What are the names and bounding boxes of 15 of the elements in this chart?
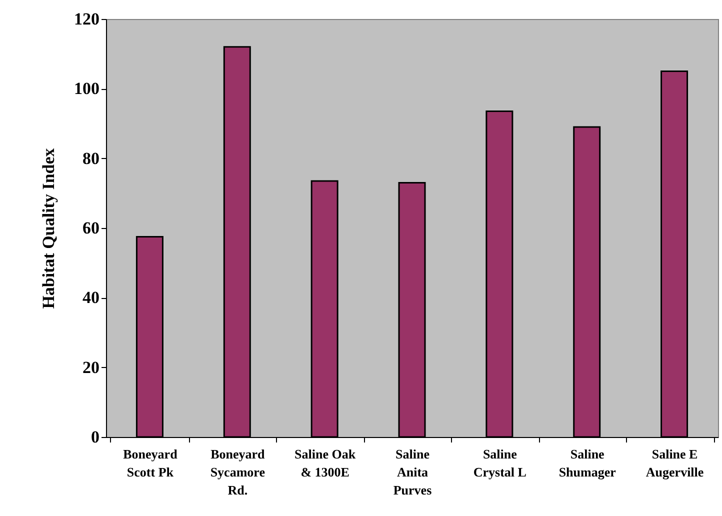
x-tick-label: Saline Crystal L [473,446,527,480]
y-tick-label: 100 [74,79,100,98]
y-tick-label: 40 [82,288,100,308]
y-axis-title: Habitat Quality Index [39,148,58,309]
y-tick-label: 60 [82,218,100,238]
x-tick-label: Saline E Augerville [646,446,704,480]
x-tick-label: Boneyard Scott Pk [123,446,178,480]
y-tick-label: 20 [82,358,100,377]
y-tick-label: 80 [82,148,100,168]
x-tick-label: Saline Shumager [558,446,616,480]
y-tick-label: 120 [74,10,100,28]
x-tick-label: Saline Oak & 1300E [294,446,356,480]
x-tick-label: Boneyard Sycamore Rd. [210,446,266,498]
y-tick-label: 0 [91,428,100,446]
x-tick-label: Saline Anita Purves [393,446,432,498]
